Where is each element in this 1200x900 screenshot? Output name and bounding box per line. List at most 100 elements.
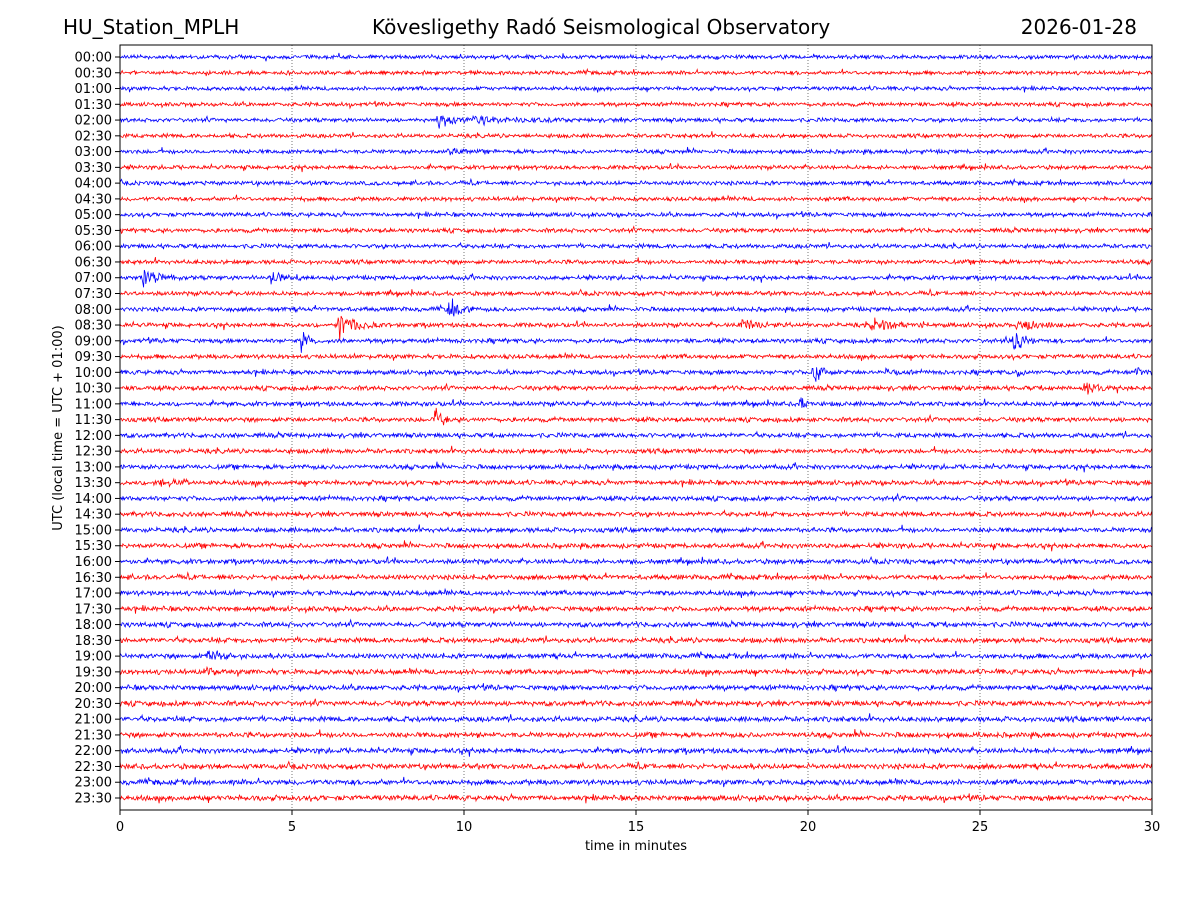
trace-1030 (119, 382, 1153, 395)
y-tick-label: 06:30 (75, 255, 112, 270)
trace-0230 (119, 131, 1153, 140)
grid (291, 45, 981, 810)
trace-2230 (119, 760, 1153, 772)
trace-0400 (119, 177, 1153, 188)
y-tick-label: 17:00 (75, 587, 112, 602)
y-tick-label: 14:30 (75, 508, 112, 523)
y-tick-label: 00:00 (75, 51, 112, 66)
y-tick-label: 16:30 (75, 571, 112, 586)
trace-1300 (119, 461, 1153, 473)
trace-1600 (119, 555, 1153, 566)
trace-1100 (119, 397, 1153, 409)
trace-0600 (119, 241, 1152, 250)
y-tick-label: 04:00 (75, 177, 112, 192)
trace-0100 (119, 84, 1153, 93)
x-tick-label: 0 (116, 820, 124, 835)
x-tick-label: 5 (288, 820, 296, 835)
y-tick-label: 13:00 (75, 460, 112, 475)
y-tick-label: 10:00 (75, 366, 112, 381)
y-axis-label: UTC (local time = UTC + 01:00) (51, 325, 66, 530)
y-tick-label: 04:30 (75, 192, 112, 207)
trace-2330 (119, 792, 1153, 804)
trace-2030 (119, 698, 1153, 708)
trace-0730 (119, 287, 1153, 298)
x-tick-label: 20 (800, 820, 817, 835)
y-tick-label: 22:30 (75, 760, 112, 775)
trace-0330 (119, 162, 1153, 173)
trace-1500 (119, 524, 1153, 535)
x-tick-label: 30 (1144, 820, 1161, 835)
trace-2100 (119, 713, 1153, 724)
trace-1700 (119, 587, 1153, 599)
trace-2300 (119, 776, 1153, 788)
trace-0700 (119, 269, 1153, 288)
trace-0200 (119, 114, 1153, 129)
trace-2130 (119, 729, 1153, 740)
trace-1630 (119, 571, 1153, 582)
trace-0030 (119, 67, 1153, 77)
trace-0500 (120, 210, 1153, 221)
y-tick-label: 02:30 (75, 129, 112, 144)
trace-1530 (119, 540, 1153, 552)
y-tick-label: 00:30 (75, 66, 112, 81)
trace-0130 (119, 100, 1153, 110)
trace-1230 (119, 445, 1153, 456)
y-tick-label: 08:00 (75, 303, 112, 318)
y-tick-label: 08:30 (75, 319, 112, 334)
observatory-title: Kövesligethy Radó Seismological Observat… (372, 15, 831, 39)
y-tick-label: 14:00 (75, 492, 112, 507)
y-tick-label: 17:30 (75, 602, 112, 617)
y-tick-label: 11:30 (75, 413, 112, 428)
y-tick-label: 20:30 (75, 697, 112, 712)
trace-1000 (119, 367, 1153, 382)
y-tick-label: 16:00 (75, 555, 112, 570)
y-tick-label: 07:30 (75, 287, 112, 302)
station-title: HU_Station_MPLH (63, 15, 240, 39)
y-tick-label: 19:30 (75, 665, 112, 680)
trace-1330 (120, 477, 1153, 488)
x-ticks: 0 5 10 15 20 25 30 (116, 810, 1160, 835)
y-tick-label: 07:00 (75, 271, 112, 286)
trace-0900 (119, 331, 1153, 353)
y-tick-label: 18:30 (75, 634, 112, 649)
trace-0800 (119, 298, 1153, 317)
y-tick-label: 09:30 (75, 350, 112, 365)
y-tick-label: 11:00 (75, 397, 112, 412)
trace-0530 (119, 225, 1153, 235)
y-tick-label: 06:00 (75, 240, 112, 255)
y-tick-label: 20:00 (75, 681, 112, 696)
y-tick-label: 18:00 (75, 618, 112, 633)
y-tick-label: 19:00 (75, 650, 112, 665)
trace-0630 (119, 257, 1153, 266)
y-tick-label: 12:30 (75, 445, 112, 460)
trace-0430 (119, 194, 1153, 204)
trace-1200 (119, 430, 1153, 440)
y-tick-label: 23:30 (75, 792, 112, 807)
y-tick-label: 15:00 (75, 523, 112, 538)
date-title: 2026-01-28 (1020, 15, 1137, 39)
trace-2200 (119, 745, 1153, 757)
y-tick-label: 21:30 (75, 728, 112, 743)
trace-0830 (119, 315, 1153, 341)
y-tick-label: 15:30 (75, 539, 112, 554)
trace-0300 (120, 146, 1153, 156)
y-tick-label: 03:00 (75, 145, 112, 160)
y-tick-label: 01:00 (75, 82, 112, 97)
trace-1730 (119, 604, 1153, 615)
trace-1930 (119, 665, 1153, 677)
y-tick-label: 01:30 (75, 98, 112, 113)
x-tick-label: 25 (972, 820, 989, 835)
trace-1130 (120, 407, 1153, 426)
y-tick-label: 05:00 (75, 208, 112, 223)
y-tick-label: 13:30 (75, 476, 112, 491)
y-tick-label: 22:00 (75, 744, 112, 759)
y-tick-label: 21:00 (75, 713, 112, 728)
x-tick-label: 10 (456, 820, 473, 835)
trace-0930 (119, 351, 1153, 362)
trace-1800 (119, 618, 1153, 629)
y-tick-label: 05:30 (75, 224, 112, 239)
y-tick-label: 10:30 (75, 382, 112, 397)
trace-1830 (119, 634, 1153, 645)
y-tick-label: 02:00 (75, 114, 112, 129)
